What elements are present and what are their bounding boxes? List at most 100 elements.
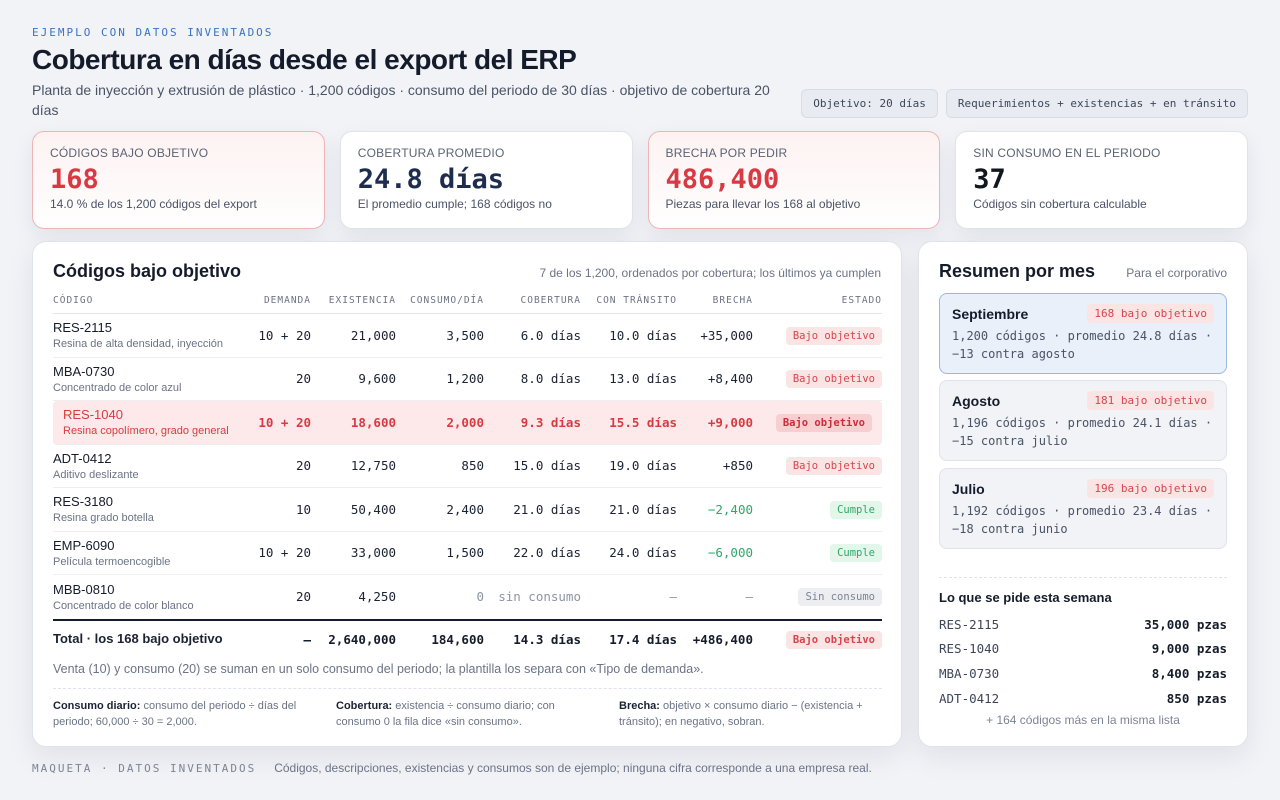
row-gap: +9,000 [707, 414, 753, 430]
kpi-note: Piezas para llevar los 168 al objetivo [665, 197, 861, 211]
row-gap: +35,000 [700, 327, 753, 343]
month-summary: 1,200 códigos · promedio 24.8 días · −13 … [952, 329, 1213, 361]
col-header-status[interactable]: ESTADO [841, 295, 882, 306]
kpi-card-no-consumption: SIN CONSUMO EN EL PERIODO 37 Códigos sin… [955, 131, 1248, 229]
kpi-card-avg-coverage: COBERTURA PROMEDIO 24.8 días El promedio… [339, 131, 633, 229]
col-header-daily[interactable]: CONSUMO/DÍA [410, 295, 484, 306]
row-desc: Resina de alta densidad, inyección [53, 338, 224, 351]
definition-daily: Consumo diario: consumo del periodo ÷ dí… [53, 700, 297, 728]
row-gap: −2,400 [707, 501, 753, 517]
row-demand: 20 [295, 371, 311, 387]
row-coverage: sin consumo [498, 589, 581, 605]
row-coverage: 9.3 días [520, 414, 581, 430]
month-card-september[interactable]: Septiembre 168 bajo objetivo 1,200 código… [939, 293, 1227, 374]
row-transit: 21.0 días [609, 501, 677, 517]
kpi-note: El promedio cumple; 168 códigos no [357, 197, 552, 211]
month-name: Julio [952, 480, 985, 497]
row-gap: +850 [722, 458, 753, 474]
row-stock: 4,250 [358, 589, 396, 605]
row-code: ADT-0412 [53, 450, 112, 466]
kpi-card-below-target: CÓDIGOS BAJO OBJETIVO 168 14.0 % de los … [32, 131, 325, 229]
row-daily: 0 [476, 589, 484, 605]
col-header-stock[interactable]: EXISTENCIA [328, 295, 396, 306]
row-gap: +8,400 [707, 371, 753, 387]
page-title: Cobertura en días desde el export del ER… [32, 44, 577, 75]
table-row[interactable]: MBA-0730 Concentrado de color azul 20 9,6… [53, 358, 882, 401]
row-desc: Concentrado de color blanco [53, 599, 194, 612]
table-row-highlighted[interactable]: RES-1040 Resina copolímero, grado general… [53, 401, 882, 445]
kpi-card-order-gap: BRECHA POR PEDIR 486,400 Piezas para lle… [647, 131, 941, 229]
row-desc: Resina copolímero, grado general [63, 425, 229, 438]
col-header-demand[interactable]: DEMANDA [263, 295, 311, 306]
definitions: Consumo diario: consumo del periodo ÷ dí… [53, 698, 882, 730]
table-total-row: Total · los 168 bajo objetivo — 2,640,00… [53, 618, 882, 658]
row-code: EMP-6090 [53, 537, 115, 553]
divider [939, 577, 1227, 578]
row-stock: 18,600 [350, 414, 396, 430]
col-header-code[interactable]: CÓDIGO [53, 295, 94, 306]
status-badge: Bajo objetivo [785, 326, 882, 345]
kpi-note: Códigos sin cobertura calculable [973, 197, 1147, 211]
kpi-label: CÓDIGOS BAJO OBJETIVO [50, 146, 209, 160]
eyebrow: EJEMPLO CON DATOS INVENTADOS [32, 26, 274, 39]
month-summary: 1,192 códigos · promedio 23.4 días · −18 … [952, 504, 1213, 536]
footer: MAQUETA · DATOS INVENTADOS Códigos, desc… [32, 761, 872, 775]
total-gap: +486,400 [692, 631, 753, 647]
row-stock: 9,600 [358, 371, 396, 387]
row-daily: 850 [461, 458, 484, 474]
row-code: MBB-0810 [53, 581, 115, 597]
kpi-value: 168 [50, 164, 99, 195]
month-card-july[interactable]: Julio 196 bajo objetivo 1,192 códigos · p… [939, 468, 1227, 549]
row-transit: 13.0 días [609, 371, 677, 387]
row-daily: 1,500 [446, 545, 484, 561]
row-gap: — [745, 589, 753, 605]
row-coverage: 15.0 días [513, 458, 581, 474]
table-header: CÓDIGO DEMANDA EXISTENCIA CONSUMO/DÍA CO… [53, 288, 882, 314]
row-code: RES-2115 [53, 320, 113, 336]
row-demand: 20 [295, 589, 311, 605]
kpi-label: COBERTURA PROMEDIO [357, 146, 505, 160]
row-coverage: 22.0 días [513, 545, 581, 561]
list-item: MBA-0730 8,400 pzas [939, 665, 1227, 681]
divider [53, 688, 882, 689]
month-name: Agosto [952, 392, 1001, 409]
table-row[interactable]: MBB-0810 Concentrado de color blanco 20 4… [53, 575, 882, 619]
row-demand: 20 [295, 458, 311, 474]
row-coverage: 6.0 días [520, 327, 581, 343]
kpi-value: 37 [973, 164, 1006, 195]
total-coverage: 14.3 días [513, 631, 581, 647]
more-codes-link[interactable]: + 164 códigos más en la misma lista [986, 713, 1180, 727]
month-badge: 196 bajo objetivo [1087, 479, 1214, 498]
col-header-gap[interactable]: BRECHA [712, 295, 753, 306]
list-item: RES-2115 35,000 pzas [939, 616, 1227, 632]
row-stock: 33,000 [350, 545, 396, 561]
col-header-coverage[interactable]: COBERTURA [520, 295, 581, 306]
month-card-august[interactable]: Agosto 181 bajo objetivo 1,196 códigos · … [939, 380, 1227, 461]
row-demand: 10 + 20 [258, 414, 311, 430]
table-row[interactable]: RES-2115 Resina de alta densidad, inyecci… [53, 314, 882, 358]
row-stock: 50,400 [350, 501, 396, 517]
status-badge: Bajo objetivo [785, 630, 882, 649]
status-badge: Cumple [830, 544, 882, 563]
row-transit: 15.5 días [609, 414, 677, 430]
below-target-panel: Códigos bajo objetivo 7 de los 1,200, or… [32, 241, 902, 747]
monthly-summary-panel: Resumen por mes Para el corporativo Sept… [918, 241, 1248, 747]
list-item: RES-1040 9,000 pzas [939, 641, 1227, 657]
col-header-transit[interactable]: CON TRÁNSITO [596, 295, 677, 306]
side-title: Resumen por mes [939, 261, 1096, 281]
total-demand: — [303, 631, 311, 647]
row-desc: Concentrado de color azul [53, 381, 182, 394]
table-row[interactable]: ADT-0412 Aditivo deslizante 20 12,750 850… [53, 445, 882, 488]
status-badge: Bajo objetivo [785, 457, 882, 476]
row-transit: 19.0 días [609, 458, 677, 474]
table-row[interactable]: EMP-6090 Película termoencogible 10 + 20 … [53, 532, 882, 575]
table-row[interactable]: RES-3180 Resina grado botella 10 50,400 2… [53, 488, 882, 532]
row-code: RES-1040 [63, 407, 123, 423]
total-daily: 184,600 [431, 631, 484, 647]
row-desc: Aditivo deslizante [53, 468, 139, 481]
side-meta: Para el corporativo [1126, 266, 1227, 280]
row-coverage: 8.0 días [520, 371, 581, 387]
total-stock: 2,640,000 [328, 631, 396, 647]
list-item: ADT-0412 850 pzas [939, 690, 1227, 706]
table-note: Venta (10) y consumo (20) se suman en un… [53, 662, 704, 676]
